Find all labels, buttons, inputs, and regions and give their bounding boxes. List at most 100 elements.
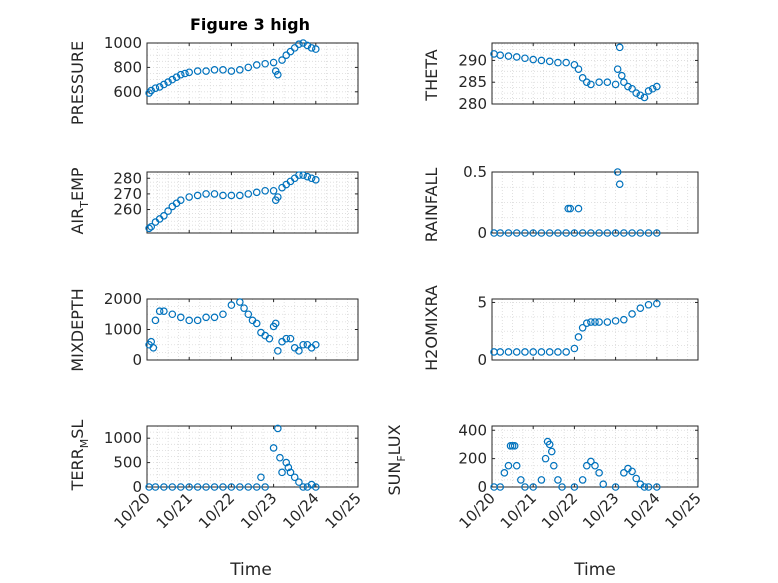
- data-point: [545, 57, 554, 66]
- data-point: [613, 65, 622, 73]
- y-tick-label: 800: [113, 58, 142, 76]
- y-tick-label: 5: [477, 293, 487, 311]
- data-point: [529, 483, 538, 491]
- data-point: [510, 442, 519, 450]
- data-series: [490, 168, 661, 237]
- data-point: [537, 56, 546, 65]
- data-point: [181, 69, 189, 78]
- air-temp-ylabel: AIRTEMP: [68, 167, 91, 234]
- axes-frame: [491, 298, 699, 361]
- x-tick-label: 10/25: [322, 489, 365, 532]
- theta-ylabel: THETA: [422, 49, 441, 101]
- data-point: [210, 66, 219, 74]
- data-point: [193, 483, 202, 491]
- data-point: [587, 318, 595, 326]
- data-point: [269, 444, 278, 452]
- y-tick-label: 1000: [104, 34, 142, 52]
- data-point: [595, 469, 603, 477]
- data-point: [615, 43, 624, 52]
- data-point: [299, 39, 307, 47]
- data-point: [521, 483, 529, 491]
- data-point: [570, 344, 579, 353]
- x-tick-label: 10/22: [195, 489, 238, 532]
- data-point: [257, 473, 265, 482]
- data-point: [628, 467, 636, 476]
- data-point: [529, 229, 538, 237]
- data-point: [311, 45, 320, 53]
- data-series: [145, 39, 320, 97]
- data-point: [644, 229, 653, 237]
- data-point: [276, 453, 284, 462]
- mixdepth-ylabel: MIXDEPTH: [68, 288, 87, 371]
- data-point: [632, 89, 641, 97]
- data-point: [269, 186, 278, 195]
- data-point: [164, 78, 172, 86]
- data-point: [282, 334, 291, 343]
- data-point: [652, 483, 661, 491]
- y-tick-label: 0: [477, 351, 487, 369]
- data-point: [537, 476, 546, 484]
- data-point: [636, 91, 645, 100]
- data-point: [236, 298, 244, 306]
- y-tick-label: 200: [458, 450, 487, 468]
- pressure-ylabel: PRESSURE: [68, 41, 87, 125]
- sun-flux-ylabel-rest: LUX: [385, 424, 404, 455]
- data-point: [303, 172, 312, 181]
- data-point: [582, 461, 591, 470]
- subplot-2: 280 285 290: [458, 42, 699, 113]
- data-point: [155, 307, 164, 316]
- data-point: [210, 483, 219, 491]
- x-tick-label: 10/23: [237, 489, 280, 532]
- data-point: [529, 55, 538, 64]
- data-point: [271, 319, 280, 328]
- data-point: [219, 483, 227, 491]
- sun-flux-ylabel-subscript: F: [395, 455, 408, 461]
- data-point: [620, 229, 628, 237]
- data-point: [504, 461, 513, 470]
- data-point: [244, 63, 253, 72]
- data-point: [176, 483, 185, 491]
- data-point: [529, 348, 538, 356]
- data-point: [554, 229, 562, 237]
- data-point: [274, 70, 282, 79]
- data-point: [236, 191, 244, 200]
- data-point: [578, 74, 587, 82]
- data-series: [145, 298, 320, 355]
- y-tick-label: 290: [458, 51, 487, 69]
- data-point: [549, 461, 558, 470]
- data-point: [521, 348, 529, 356]
- data-point: [620, 469, 628, 477]
- data-point: [512, 461, 521, 470]
- data-point: [578, 229, 587, 237]
- data-point: [274, 347, 282, 355]
- data-point: [193, 191, 202, 200]
- y-tick-label: 0: [132, 478, 142, 496]
- data-point: [160, 211, 168, 220]
- data-point: [562, 348, 570, 356]
- y-tick-label: 0.5: [463, 163, 487, 181]
- data-point: [299, 340, 307, 349]
- data-point: [303, 41, 312, 50]
- data-point: [295, 478, 303, 486]
- data-point: [628, 84, 636, 93]
- data-point: [145, 224, 153, 233]
- sun-flux-ylabel-main: SUN: [385, 462, 404, 496]
- data-point: [274, 424, 282, 433]
- axes-frame: [146, 42, 359, 105]
- data-point: [236, 66, 244, 74]
- data-point: [269, 58, 278, 67]
- data-point: [311, 483, 320, 491]
- data-point: [648, 84, 657, 93]
- data-point: [496, 348, 505, 356]
- data-point: [644, 300, 653, 309]
- data-point: [587, 80, 595, 89]
- data-point: [151, 84, 160, 92]
- x-tick-label: 10/25: [662, 489, 705, 532]
- axes-frame: [146, 171, 359, 234]
- data-point: [202, 483, 210, 491]
- data-point: [252, 483, 261, 491]
- data-series: [490, 299, 661, 356]
- axes-frame: [146, 425, 359, 488]
- y-tick-label: 500: [113, 454, 142, 472]
